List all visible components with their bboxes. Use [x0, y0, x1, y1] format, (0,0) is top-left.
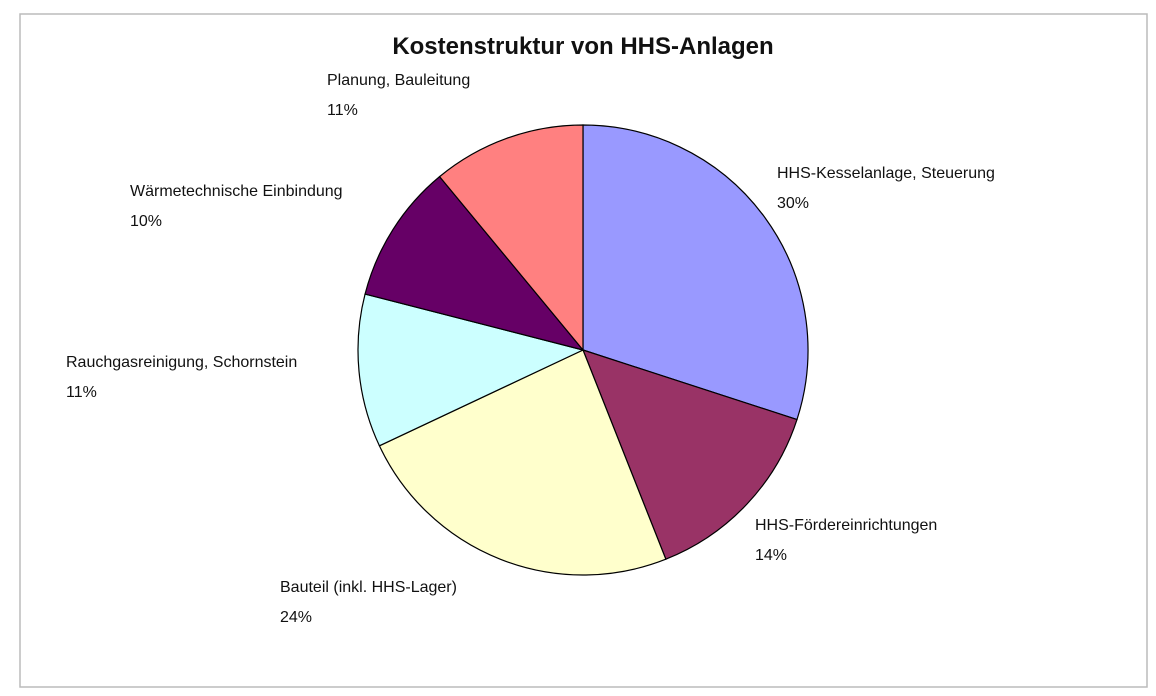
slice-label: HHS-Kesselanlage, Steuerung: [777, 165, 995, 182]
slice-value-label: 30%: [777, 195, 809, 212]
pie-slice: [364, 175, 585, 352]
pie-slice: [438, 124, 584, 352]
slice-label: Wärmetechnische Einbindung: [130, 183, 343, 200]
chart-title: Kostenstruktur von HHS-Anlagen: [392, 33, 773, 60]
slice-value-label: 24%: [280, 609, 312, 626]
slice-value-label: 10%: [130, 213, 162, 230]
pie-slice: [378, 349, 667, 576]
pie-slice: [582, 124, 809, 421]
slice-label: HHS-Fördereinrichtungen: [755, 517, 937, 534]
pie-slice: [357, 293, 585, 447]
slice-label: Bauteil (inkl. HHS-Lager): [280, 579, 457, 596]
slice-label: Rauchgasreinigung, Schornstein: [66, 354, 297, 371]
slice-value-label: 11%: [66, 384, 97, 401]
slice-value-label: 14%: [755, 547, 787, 564]
slice-value-label: 11%: [327, 102, 358, 119]
slice-label: Planung, Bauleitung: [327, 72, 470, 89]
pie-slice: [581, 349, 798, 560]
